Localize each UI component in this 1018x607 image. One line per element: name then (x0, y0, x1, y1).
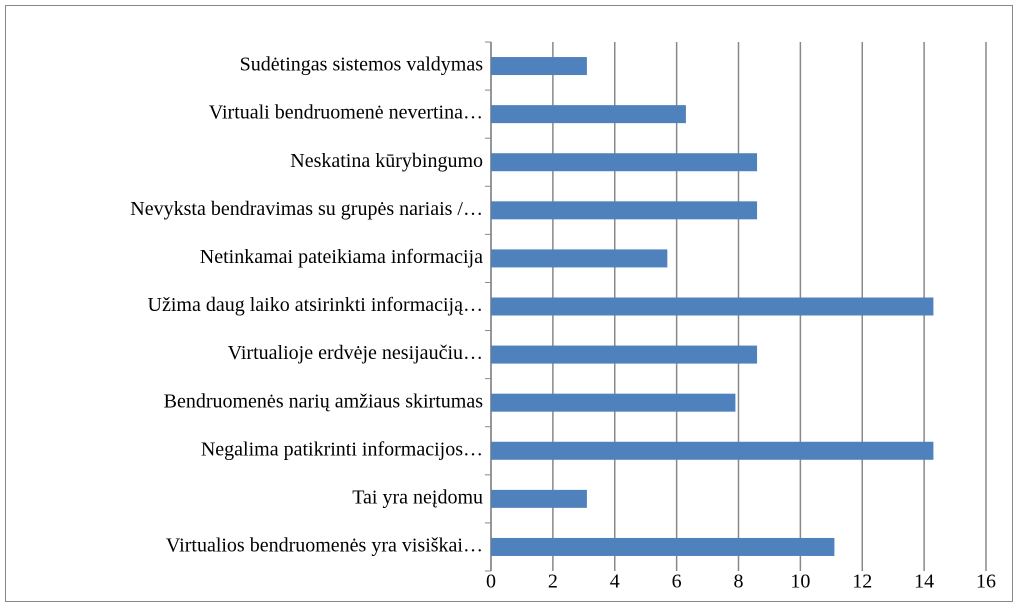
bar (491, 249, 668, 268)
y-tick-label: Bendruomenės narių amžiaus skirtumas (164, 390, 484, 412)
y-tick-label: Virtualios bendruomenės yra visiškai… (166, 535, 483, 557)
x-tick-label: 6 (672, 571, 682, 593)
x-tick-label: 12 (852, 571, 872, 593)
x-tick-label: 0 (486, 571, 496, 593)
x-tick-label: 16 (976, 571, 996, 593)
bar (491, 57, 587, 76)
y-tick-label: Nevyksta bendravimas su grupės nariais /… (130, 198, 483, 220)
bar (491, 393, 736, 412)
y-tick-label: Negalima patikrinti informacijos… (201, 438, 483, 460)
y-tick-label: Tai yra neįdomu (352, 486, 483, 508)
x-tick-label: 2 (548, 571, 558, 593)
bar (491, 153, 758, 172)
y-tick-label: Virtualioje erdvėje nesijaučiu… (228, 342, 483, 364)
y-tick-label: Netinkamai pateikiama informacija (200, 246, 483, 268)
y-tick-label: Virtuali bendruomenė nevertina… (209, 102, 483, 124)
bar (491, 345, 758, 364)
bar (491, 537, 835, 556)
bar (491, 105, 686, 124)
bar (491, 201, 758, 220)
x-tick-label: 4 (610, 571, 620, 593)
y-tick-label: Sudėtingas sistemos valdymas (240, 54, 484, 76)
chart-border (5, 5, 1013, 602)
x-tick-label: 14 (914, 571, 934, 593)
bar (491, 297, 934, 316)
y-tick-label: Užima daug laiko atsirinkti informaciją… (148, 294, 483, 316)
x-tick-label: 10 (790, 571, 810, 593)
y-tick-label: Neskatina kūrybingumo (290, 150, 483, 172)
bar (491, 489, 587, 508)
bar (491, 441, 934, 460)
x-tick-label: 8 (734, 571, 744, 593)
